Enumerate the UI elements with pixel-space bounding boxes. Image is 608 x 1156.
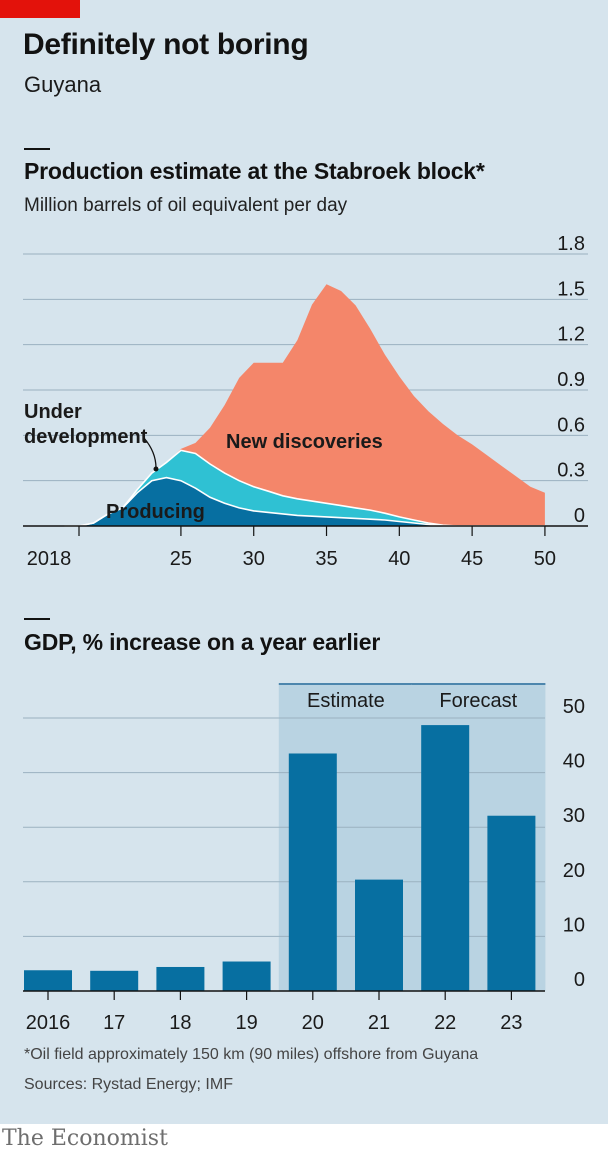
chart2-y-tick-label: 30 <box>563 805 585 827</box>
brand-red-tag <box>0 0 80 18</box>
chart1-subtitle: Million barrels of oil equivalent per da… <box>24 195 348 216</box>
chart1-area-new-discoveries <box>64 284 545 526</box>
chart2-y-tick-label: 40 <box>563 751 585 773</box>
chart1-y-tick-label: 0.9 <box>557 369 585 391</box>
chart1-y-tick-label: 0.6 <box>557 414 585 436</box>
chart1-x-tick-label: 25 <box>170 548 192 570</box>
chart2-y-tick-label: 10 <box>563 914 585 936</box>
chart2-title: GDP, % increase on a year earlier <box>24 629 381 655</box>
chart2-bar <box>487 815 536 991</box>
chart2-bar <box>288 753 337 991</box>
headline: Definitely not boring <box>23 28 309 61</box>
subheadline: Guyana <box>24 72 102 97</box>
chart1-y-tick-label: 0.3 <box>557 460 585 482</box>
chart1-area-under-development <box>64 450 545 526</box>
chart1-area-producing <box>64 477 545 526</box>
chart2-bar <box>421 725 470 991</box>
chart1-x-tick-label: 35 <box>315 548 337 570</box>
chart1-x-tick-label: 2018 <box>27 548 72 570</box>
chart2-x-tick-label: 23 <box>500 1012 522 1034</box>
chart1-label-under-development-line2: development <box>24 426 148 448</box>
chart1-label-producing: Producing <box>106 501 205 523</box>
chart1-label-leader-line <box>143 437 157 469</box>
chart1-x-tick-label: 30 <box>243 548 265 570</box>
chart2-bar <box>355 879 403 991</box>
chart1-x-tick-label: 45 <box>461 548 483 570</box>
chart2-x-tick-label: 2016 <box>26 1012 71 1034</box>
footnote: *Oil field approximately 150 km (90 mile… <box>24 1046 479 1063</box>
chart1-title-rule <box>24 148 50 150</box>
chart2-x-tick-label: 22 <box>434 1012 456 1034</box>
chart2-x-tick-label: 20 <box>302 1012 324 1034</box>
chart2-x-tick-label: 17 <box>103 1012 125 1034</box>
brand-wordmark: The Economist <box>2 1126 168 1151</box>
sources: Sources: Rystad Energy; IMF <box>24 1076 233 1093</box>
chart2-x-tick-label: 19 <box>235 1012 257 1034</box>
chart1-y-tick-label: 1.8 <box>557 233 585 255</box>
chart2-shaded-region-label: Forecast <box>439 690 517 712</box>
chart1-y-tick-label: 0 <box>574 505 585 527</box>
chart2-bar <box>156 966 205 991</box>
chart1-x-tick-label: 50 <box>534 548 556 570</box>
chart2-y-tick-label: 50 <box>563 696 585 718</box>
chart2-y-tick-label: 20 <box>563 860 585 882</box>
chart1-y-tick-label: 1.2 <box>557 324 585 346</box>
chart1-label-under-development-line1: Under <box>24 401 82 423</box>
chart2-bar <box>90 970 139 991</box>
chart1-y-tick-label: 1.5 <box>557 278 585 300</box>
chart2-bar <box>222 961 271 991</box>
chart2-shaded-region-label: Estimate <box>307 690 385 712</box>
chart2-bar <box>24 970 72 991</box>
chart1-label-leader-dot <box>153 466 159 472</box>
chart1-title: Production estimate at the Stabroek bloc… <box>24 158 485 184</box>
chart2-x-tick-label: 18 <box>169 1012 191 1034</box>
chart2-title-rule <box>24 618 50 620</box>
chart2-y-tick-label: 0 <box>574 969 585 991</box>
chart1-label-new-discoveries: New discoveries <box>226 431 383 453</box>
chart1-x-tick-label: 40 <box>388 548 410 570</box>
chart2-x-tick-label: 21 <box>368 1012 390 1034</box>
